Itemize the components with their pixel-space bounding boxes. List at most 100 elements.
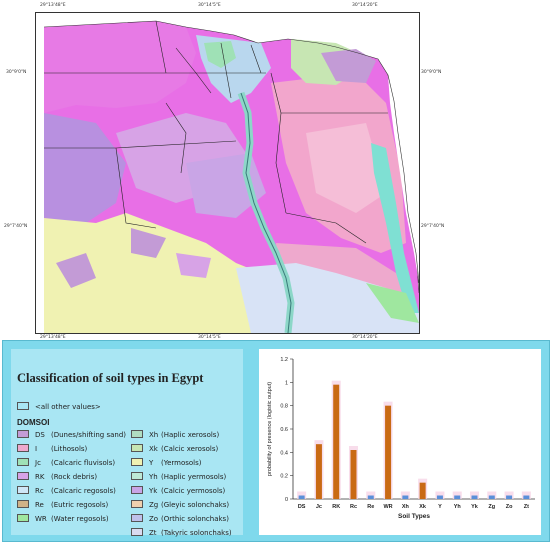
region-blob-2 (131, 228, 166, 258)
x-tick-label: RK (332, 504, 340, 510)
y-tick-label: 1.2 (280, 357, 288, 363)
bar-jc (315, 444, 322, 499)
bar-shadow (504, 491, 514, 499)
region-south-coast (366, 283, 419, 323)
legend-code-wr: WR (35, 515, 47, 523)
region-east-light (306, 123, 386, 213)
red-sea-coastline (387, 74, 419, 284)
coord-label-left: 29°7'40"N (4, 224, 28, 229)
y-tick-label: 0.2 (280, 474, 288, 480)
red-sea (388, 75, 419, 283)
legend-code-yh: Yh (149, 473, 158, 481)
legend-field-name: DOMSOI (17, 418, 50, 427)
bar-rc (350, 450, 357, 499)
x-tick-label: Y (438, 504, 442, 510)
map-legend: Classification of soil types in Egypt <a… (11, 349, 243, 537)
region-delta-green (204, 41, 236, 68)
legend-name-yk: (Calcic yermosols) (161, 487, 226, 495)
legend-name-xk: (Calcic xerosols) (161, 445, 219, 453)
bar-shadow (470, 491, 479, 499)
bar-yk (471, 495, 478, 499)
bar-shadow (400, 491, 410, 499)
mediterranean-sea (36, 13, 419, 39)
legend-name-yh: (Haplic yermosols) (161, 473, 227, 481)
bar-re (367, 495, 374, 499)
legend-swatch-wr (17, 514, 29, 522)
legend-code-zt: Zt (149, 529, 157, 537)
bar-shadow (435, 491, 445, 499)
legend-code-xh: Xh (149, 431, 159, 439)
bar-rk (333, 384, 340, 499)
nile-river (240, 92, 292, 333)
legend-swatch-ds (17, 430, 29, 438)
x-tick-label: Zt (524, 504, 529, 510)
legend-name-rc: (Calcaric regosols) (51, 487, 116, 495)
legend-code-zo: Zo (149, 515, 159, 523)
region-western-desert (44, 113, 126, 223)
legend-swatch-yk (131, 486, 143, 494)
legend-name-rk: (Rock debris) (51, 473, 98, 481)
bar-shadow (366, 491, 376, 499)
legend-name-zg: (Gleyic solonchaks) (161, 501, 230, 509)
bar-zo (506, 495, 513, 499)
legend-name-y: (Yermosols) (161, 459, 202, 467)
legend-name-re: (Eutric regosols) (51, 501, 109, 509)
legend-name-ds: (Dunes/shifting sand) (51, 431, 127, 439)
bar-xh (402, 495, 409, 499)
egypt-map-graphic (36, 13, 419, 333)
legend-code-i: I (35, 445, 38, 453)
x-tick-label: Xk (419, 504, 427, 510)
chart-svg: 0 0.2 0.4 0.6 0.8 1 1.2 DS Jc RK Rc Re WR Xh Xk Y Yh Yk Zg… (267, 357, 535, 520)
bar-wr (385, 405, 392, 499)
legend-code-rc: Rc (35, 487, 44, 495)
bar-shadow (452, 491, 462, 499)
bottom-panel: Classification of soil types in Egypt <a… (2, 340, 550, 542)
y-tick-label: 0.6 (280, 427, 288, 433)
bar-shadow (521, 491, 531, 499)
legend-swatch-rc (17, 486, 29, 494)
legend-code-y: Y (149, 459, 154, 467)
legend-swatch-y (131, 458, 143, 466)
coord-label-right: 30°9'0"N (421, 70, 442, 75)
x-tick-label: Jc (316, 504, 322, 510)
legend-swatch-i (17, 444, 29, 452)
region-south-blue (236, 263, 419, 333)
y-tick-label: 0 (285, 497, 288, 503)
x-tick-label: DS (298, 504, 306, 510)
legend-name-wr: (Water regosols) (51, 515, 109, 523)
coord-label-bottom: 30°14'5"E (198, 335, 221, 340)
region-south-west (44, 213, 291, 333)
legend-name-zo: (Orthic solonchaks) (161, 515, 229, 523)
bar-zg (488, 495, 495, 499)
y-tick-label: 1 (285, 380, 288, 386)
x-tick-label: Xh (402, 504, 410, 510)
coord-label-top: 30°14'20"E (352, 3, 378, 8)
coord-label-bottom: 30°14'20"E (352, 335, 378, 340)
legend-title: Classification of soil types in Egypt (17, 371, 204, 385)
legend-code-jc: Jc (35, 459, 41, 467)
bar-zt (523, 495, 530, 499)
x-tick-label: WR (383, 504, 392, 510)
legend-swatch-xk (131, 444, 143, 452)
y-tick-label: 0.8 (280, 404, 288, 410)
soil-map (35, 12, 420, 334)
legend-swatch-other (17, 402, 29, 410)
x-tick-label: Zo (506, 504, 513, 510)
bar-y (436, 495, 443, 499)
legend-swatch-xh (131, 430, 143, 438)
x-axis-label: Soil Types (398, 513, 430, 520)
coord-label-top: 29°13'48"E (40, 3, 66, 8)
bar-yh (454, 495, 461, 499)
x-tick-label: Rc (350, 504, 357, 510)
region-blob-3 (176, 253, 211, 278)
legend-code-rk: RK (35, 473, 45, 481)
x-tick-label: Yh (454, 504, 462, 510)
legend-name-i: (Lithosols) (51, 445, 88, 453)
region-blob-1 (56, 253, 96, 288)
legend-swatch-re (17, 500, 29, 508)
y-axis-label: probability of presence (logistic output… (267, 382, 273, 476)
legend-swatch-zg (131, 500, 143, 508)
legend-name-jc: (Calcaric fluvisols) (51, 459, 116, 467)
coord-label-right: 29°7'40"N (421, 224, 445, 229)
bar-shadow (487, 491, 497, 499)
